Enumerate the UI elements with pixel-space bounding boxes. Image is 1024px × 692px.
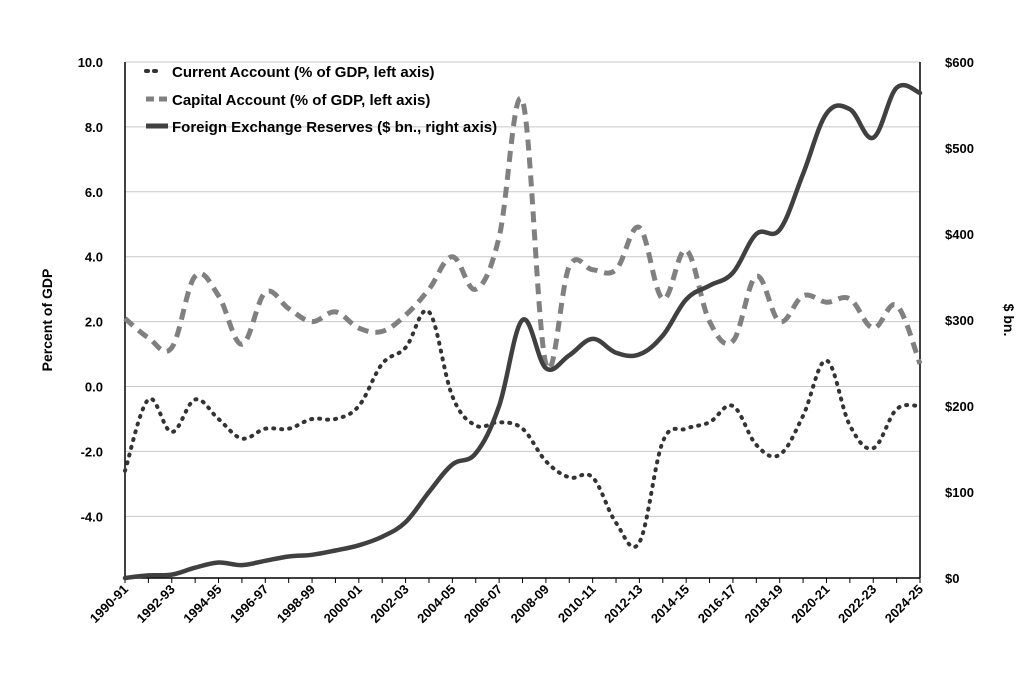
- x-tick-label: 1996-97: [227, 582, 271, 626]
- series-current-account: [123, 308, 922, 550]
- x-tick-label: 1992-93: [134, 582, 178, 626]
- series-layer: [122, 82, 923, 581]
- legend-label-fx-reserves: Foreign Exchange Reserves ($ bn., right …: [172, 119, 497, 136]
- left-tick-label: 8.0: [85, 120, 103, 135]
- x-tick-label: 2020-21: [788, 582, 832, 626]
- legend-item-current-account: Current Account (% of GDP, left axis): [144, 64, 435, 81]
- x-tick-label: 2008-09: [508, 582, 552, 626]
- x-tick-label: 2006-07: [461, 582, 505, 626]
- left-tick-label: -2.0: [81, 444, 103, 459]
- legend-label-capital-account: Capital Account (% of GDP, left axis): [172, 92, 430, 109]
- left-tick-label: 2.0: [85, 315, 103, 330]
- right-tick-label: $300: [945, 313, 974, 328]
- series-capital-account: [123, 95, 923, 371]
- right-axis: $600 $500 $400 $300 $200 $100 $0: [919, 55, 974, 586]
- left-tick-label: -4.0: [81, 509, 103, 524]
- series-line-fx-reserves: [122, 82, 923, 581]
- right-tick-label: $0: [945, 571, 959, 586]
- x-tick-label: 2014-15: [648, 582, 692, 626]
- x-tick-label: 2000-01: [321, 582, 365, 626]
- x-tick-label: 2002-03: [367, 582, 411, 626]
- legend-item-fx-reserves: Foreign Exchange Reserves ($ bn., right …: [146, 119, 497, 136]
- x-tick-label: 2016-17: [695, 582, 739, 626]
- x-tick-label: 2024-25: [882, 582, 926, 626]
- x-tick-label: 2022-23: [835, 582, 879, 626]
- legend-label-current-account: Current Account (% of GDP, left axis): [172, 64, 435, 81]
- right-tick-label: $100: [945, 485, 974, 500]
- x-tick-label: 2004-05: [414, 582, 458, 626]
- legend-item-capital-account: Capital Account (% of GDP, left axis): [146, 92, 430, 109]
- series-line-current-account: [123, 308, 922, 550]
- right-tick-label: $400: [945, 227, 974, 242]
- left-tick-label: 0.0: [85, 380, 103, 395]
- left-tick-label: 6.0: [85, 185, 103, 200]
- right-tick-label: $200: [945, 399, 974, 414]
- right-axis-title: $ bn.: [1001, 304, 1017, 337]
- x-tick-label: 2010-11: [555, 582, 599, 626]
- x-tick-label: 1990-91: [87, 582, 131, 626]
- x-tick-label: 1998-99: [274, 582, 318, 626]
- x-tick-label: 2018-19: [741, 582, 785, 626]
- right-tick-label: $500: [945, 141, 974, 156]
- x-tick-label: 2012-13: [601, 582, 645, 626]
- x-axis: 1990-91 1992-93 1994-95 1996-97 1998-99 2000-…: [87, 577, 926, 626]
- series-line-capital-account: [123, 95, 923, 371]
- left-axis-title: Percent of GDP: [39, 269, 55, 372]
- legend: Current Account (% of GDP, left axis) Ca…: [144, 64, 497, 136]
- left-axis: 10.0 8.0 6.0 4.0 2.0 0.0 -2.0 -4.0: [78, 55, 126, 578]
- left-tick-label: 10.0: [78, 55, 103, 70]
- right-tick-label: $600: [945, 55, 974, 70]
- x-tick-label: 1994-95: [180, 582, 224, 626]
- series-fx-reserves: [122, 82, 923, 581]
- left-tick-label: 4.0: [85, 250, 103, 265]
